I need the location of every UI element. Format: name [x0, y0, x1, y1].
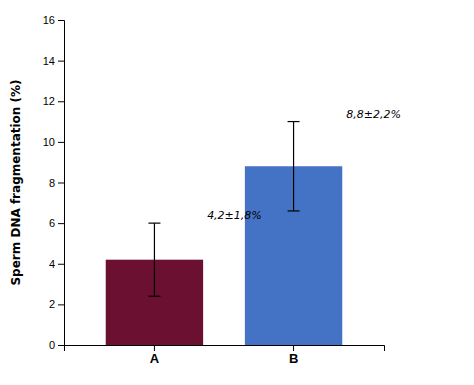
marks	[106, 122, 343, 345]
annotation: 8,8±2,2%	[346, 108, 401, 121]
y-tick-label: 6	[49, 217, 55, 229]
x-tick-mark	[293, 345, 294, 351]
y-tick-label: 0	[49, 339, 55, 351]
y-tick: 2	[49, 298, 64, 310]
y-tick-mark	[58, 101, 64, 102]
y-tick: 14	[43, 55, 64, 67]
y-axis: 0 2 4 6 8 10 12 14 16	[43, 14, 65, 351]
y-axis-title: Sperm DNA fragmentation (%)	[9, 79, 23, 285]
chart-container: 0246810121416AB4,2±1,8%8,8±2,2%Sperm DNA…	[0, 0, 474, 385]
error-bar	[288, 122, 300, 211]
y-tick-mark	[58, 61, 64, 62]
y-tick-mark	[58, 304, 64, 305]
y-tick-label: 12	[43, 95, 55, 107]
x-tick: B	[289, 345, 298, 366]
y-tick-label: 8	[49, 177, 55, 189]
y-tick: 4	[49, 258, 64, 270]
x-tick: A	[150, 345, 160, 366]
y-tick: 6	[49, 217, 64, 229]
y-tick-label: 4	[49, 258, 55, 270]
error-bar-line	[154, 223, 155, 296]
error-bar-line	[293, 122, 294, 211]
y-tick-mark	[58, 142, 64, 143]
y-axis-line	[58, 21, 65, 346]
y-tick-mark	[58, 264, 64, 265]
x-axis-line	[65, 346, 385, 352]
x-axis: AB	[65, 345, 385, 366]
y-tick-mark	[58, 345, 64, 346]
y-tick-label: 16	[43, 14, 55, 26]
y-tick-mark	[58, 183, 64, 184]
error-bar-cap	[148, 223, 160, 224]
x-tick-label: B	[289, 351, 298, 366]
error-bar-cap	[148, 296, 160, 297]
y-tick: 16	[43, 14, 64, 26]
error-bar-cap	[288, 121, 300, 122]
annotations: 4,2±1,8% 8,8±2,2%	[207, 108, 401, 223]
y-tick-label: 14	[43, 55, 55, 67]
error-bar	[148, 223, 160, 296]
y-tick: 0	[49, 339, 64, 351]
y-tick: 10	[43, 136, 64, 148]
y-tick-label: 10	[43, 136, 55, 148]
plot-area: 0246810121416AB4,2±1,8%8,8±2,2%	[43, 14, 401, 366]
y-tick: 8	[49, 177, 64, 189]
annotation: 4,2±1,8%	[207, 209, 262, 222]
error-bar-cap	[288, 210, 300, 211]
x-tick-label: A	[150, 351, 160, 366]
y-tick-mark	[58, 223, 64, 224]
chart-svg: 0246810121416AB4,2±1,8%8,8±2,2%Sperm DNA…	[0, 0, 474, 385]
x-tick-mark	[154, 345, 155, 351]
y-tick-label: 2	[49, 298, 55, 310]
y-tick: 12	[43, 95, 64, 107]
y-tick-mark	[58, 20, 64, 21]
